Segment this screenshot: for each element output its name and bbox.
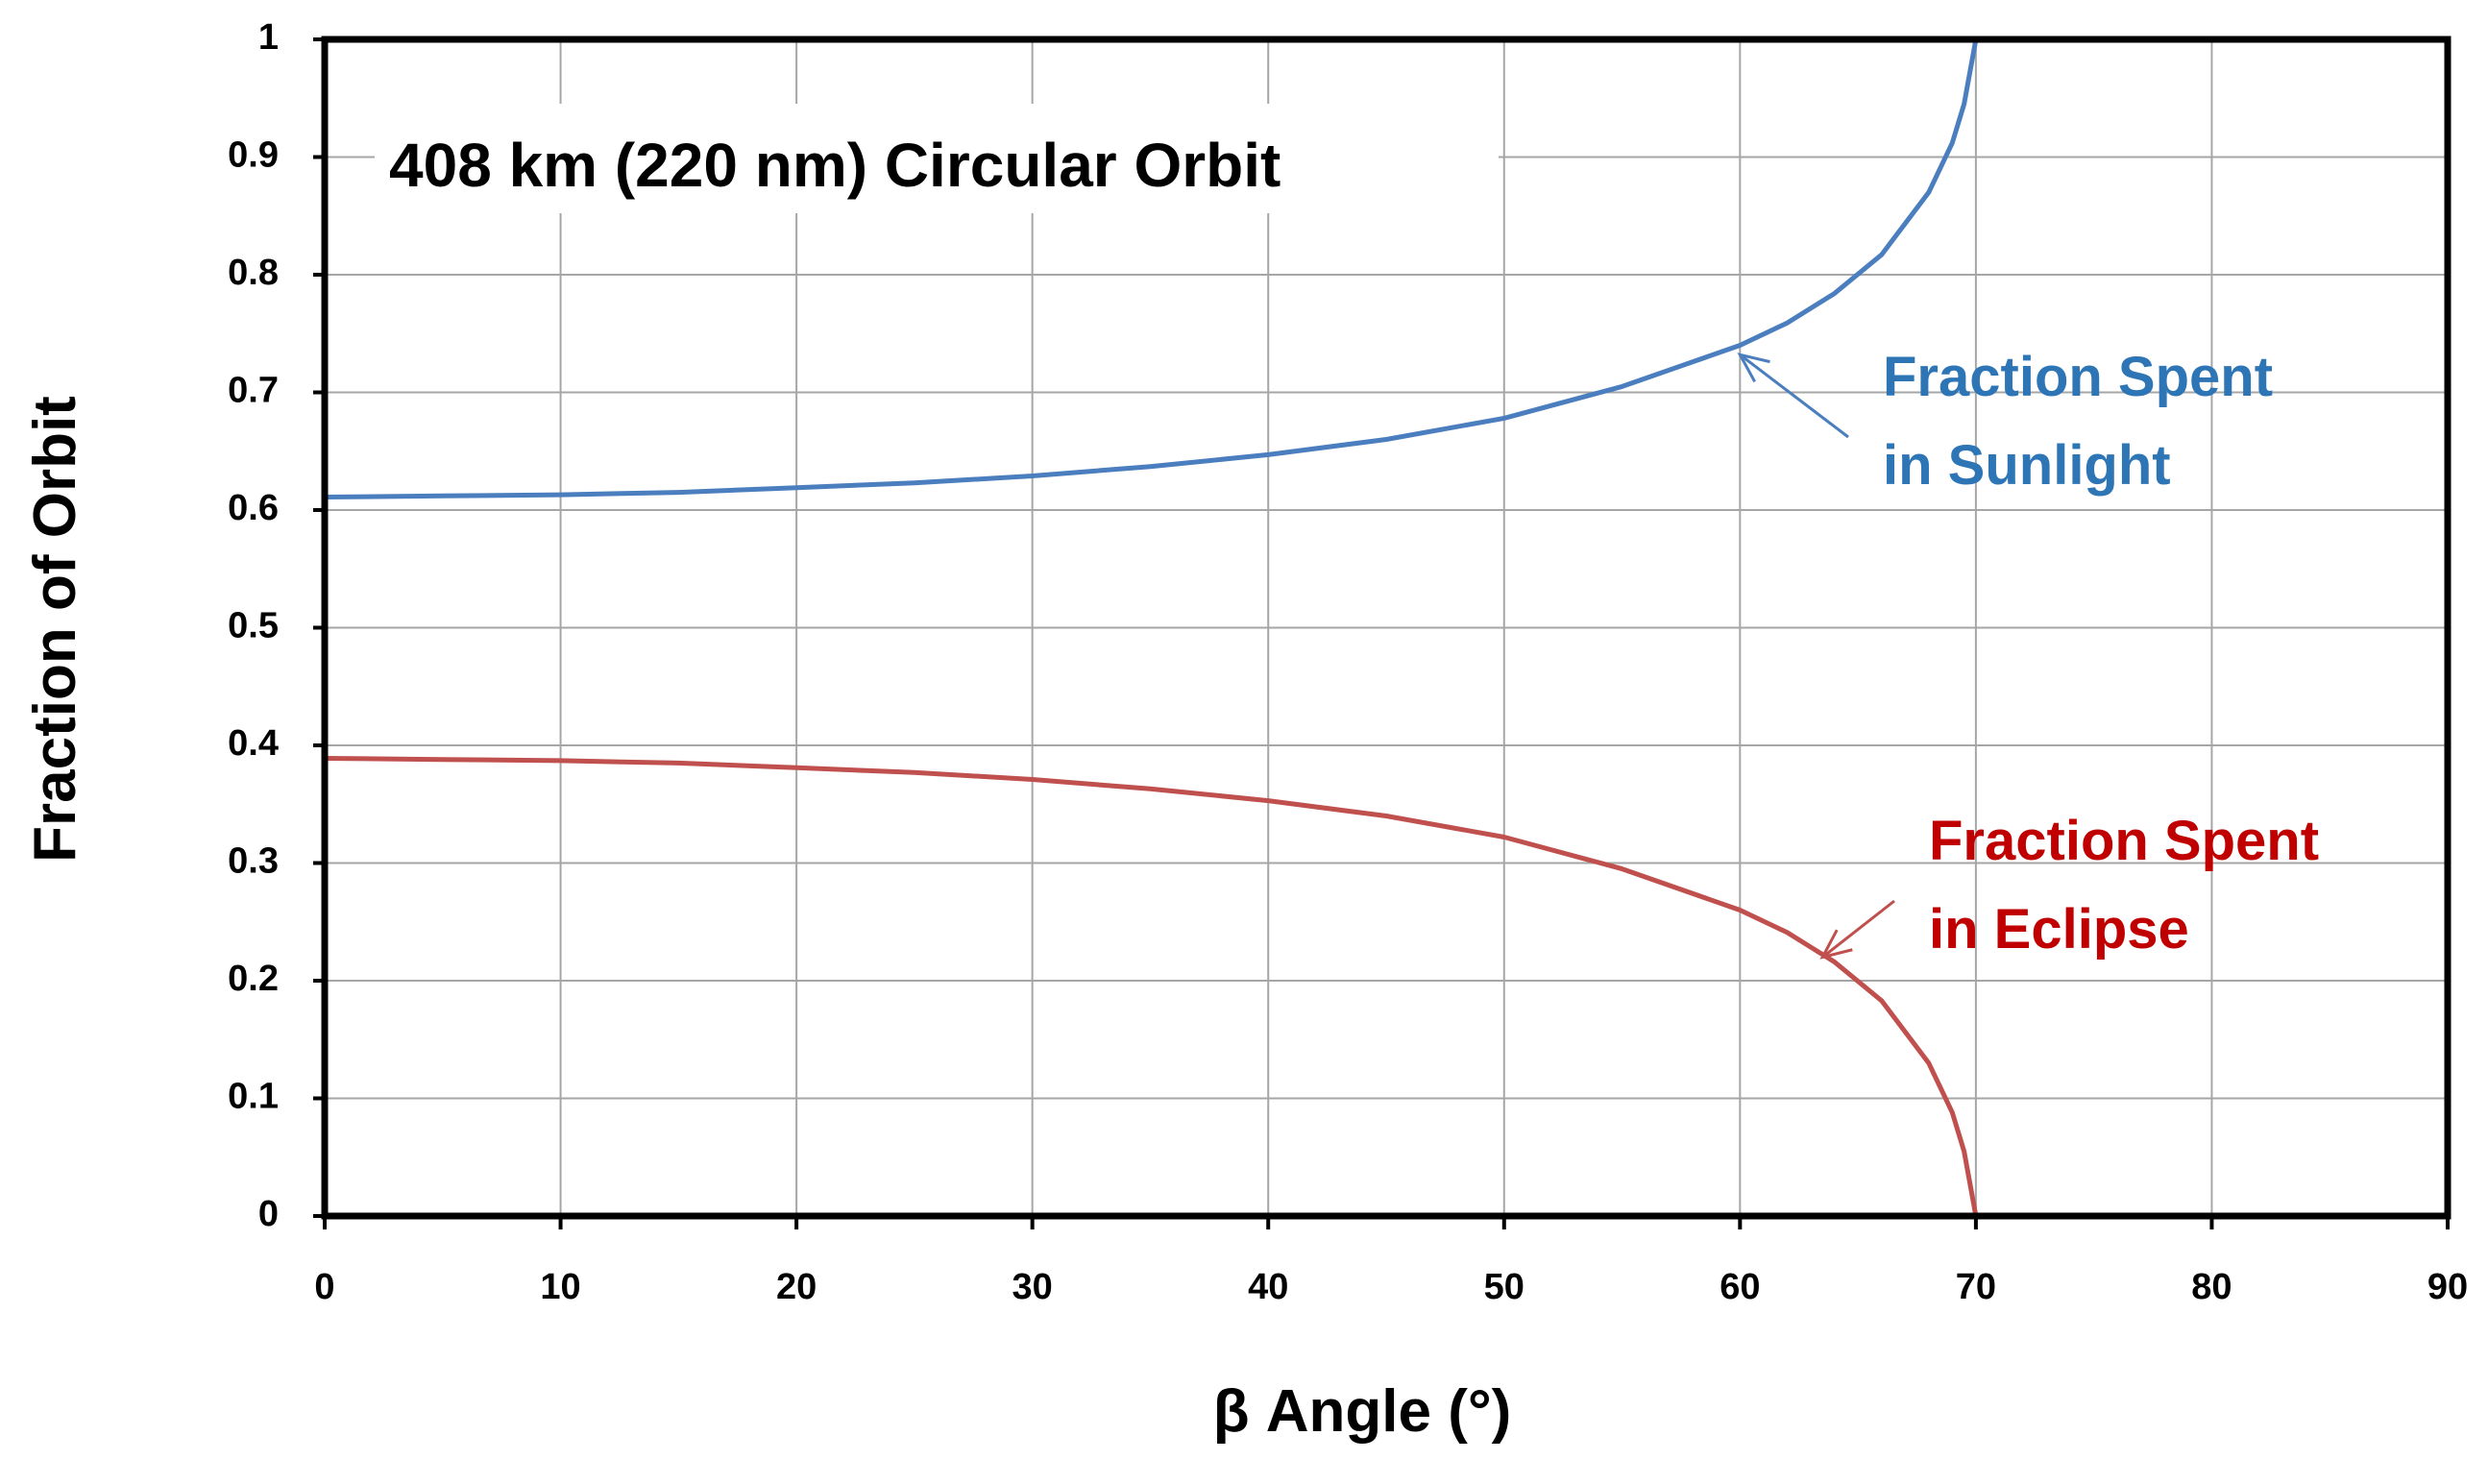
- x-axis-title: β Angle (°): [1213, 1378, 1512, 1445]
- y-tick-label: 0.6: [228, 488, 279, 528]
- x-tick-label: 90: [2427, 1267, 2468, 1307]
- y-tick-label: 0.4: [228, 723, 279, 764]
- y-tick-label: 0: [258, 1194, 279, 1234]
- x-tick-label: 0: [314, 1267, 334, 1307]
- y-tick-label: 1: [258, 17, 279, 58]
- x-tick-label: 40: [1248, 1267, 1288, 1307]
- y-tick-label: 0.8: [228, 253, 279, 293]
- chart-title-background: [375, 104, 1499, 213]
- eclipse-annotation-label: Fraction Spent in Eclipse: [1929, 810, 2319, 961]
- sunlight-annotation-label: Fraction Spent in Sunlight: [1883, 346, 2273, 497]
- annotation-line: in Sunlight: [1883, 434, 2171, 497]
- annotation-line: Fraction Spent: [1883, 346, 2273, 408]
- x-tick-label: 20: [776, 1267, 817, 1307]
- y-tick-labels: 0 0.1 0.2 0.3 0.4 0.5 0.6 0.7 0.8 0.9 1: [228, 17, 325, 1234]
- x-tick-label: 60: [1720, 1267, 1760, 1307]
- gridlines: [325, 39, 2448, 1216]
- y-axis-title: Fraction of Orbit: [22, 396, 88, 863]
- y-tick-label: 0.3: [228, 841, 279, 882]
- y-tick-label: 0.1: [228, 1077, 279, 1117]
- sunlight-annotation-arrow: [1739, 353, 1849, 439]
- eclipse-annotation-arrow: [1821, 899, 1895, 959]
- x-tick-label: 10: [540, 1267, 580, 1307]
- sunlight-series-line: [324, 36, 2448, 499]
- series-layer: [324, 36, 2448, 1219]
- x-tick-label: 80: [2191, 1267, 2232, 1307]
- chart-title: 408 km (220 nm) Circular Orbit: [389, 131, 1281, 200]
- x-tick-label: 50: [1484, 1267, 1525, 1307]
- annotation-line: Fraction Spent: [1929, 810, 2319, 872]
- y-tick-label: 0.7: [228, 371, 279, 411]
- y-tick-label: 0.2: [228, 959, 279, 999]
- y-tick-label: 0.5: [228, 606, 279, 646]
- x-tick-labels: 0 10 20 30 40 50 60 70 80 90: [314, 1216, 2468, 1307]
- y-tick-label: 0.9: [228, 135, 279, 176]
- annotation-line: in Eclipse: [1929, 898, 2189, 961]
- sunlight-arrowhead: [1737, 353, 1770, 383]
- annotations: Fraction Spent in Sunlight Fraction Spent i…: [1737, 346, 2319, 961]
- x-tick-label: 70: [1956, 1267, 1996, 1307]
- x-tick-label: 30: [1012, 1267, 1053, 1307]
- eclipse-series-line: [324, 756, 2448, 1219]
- eclipse-arrowhead: [1819, 929, 1853, 960]
